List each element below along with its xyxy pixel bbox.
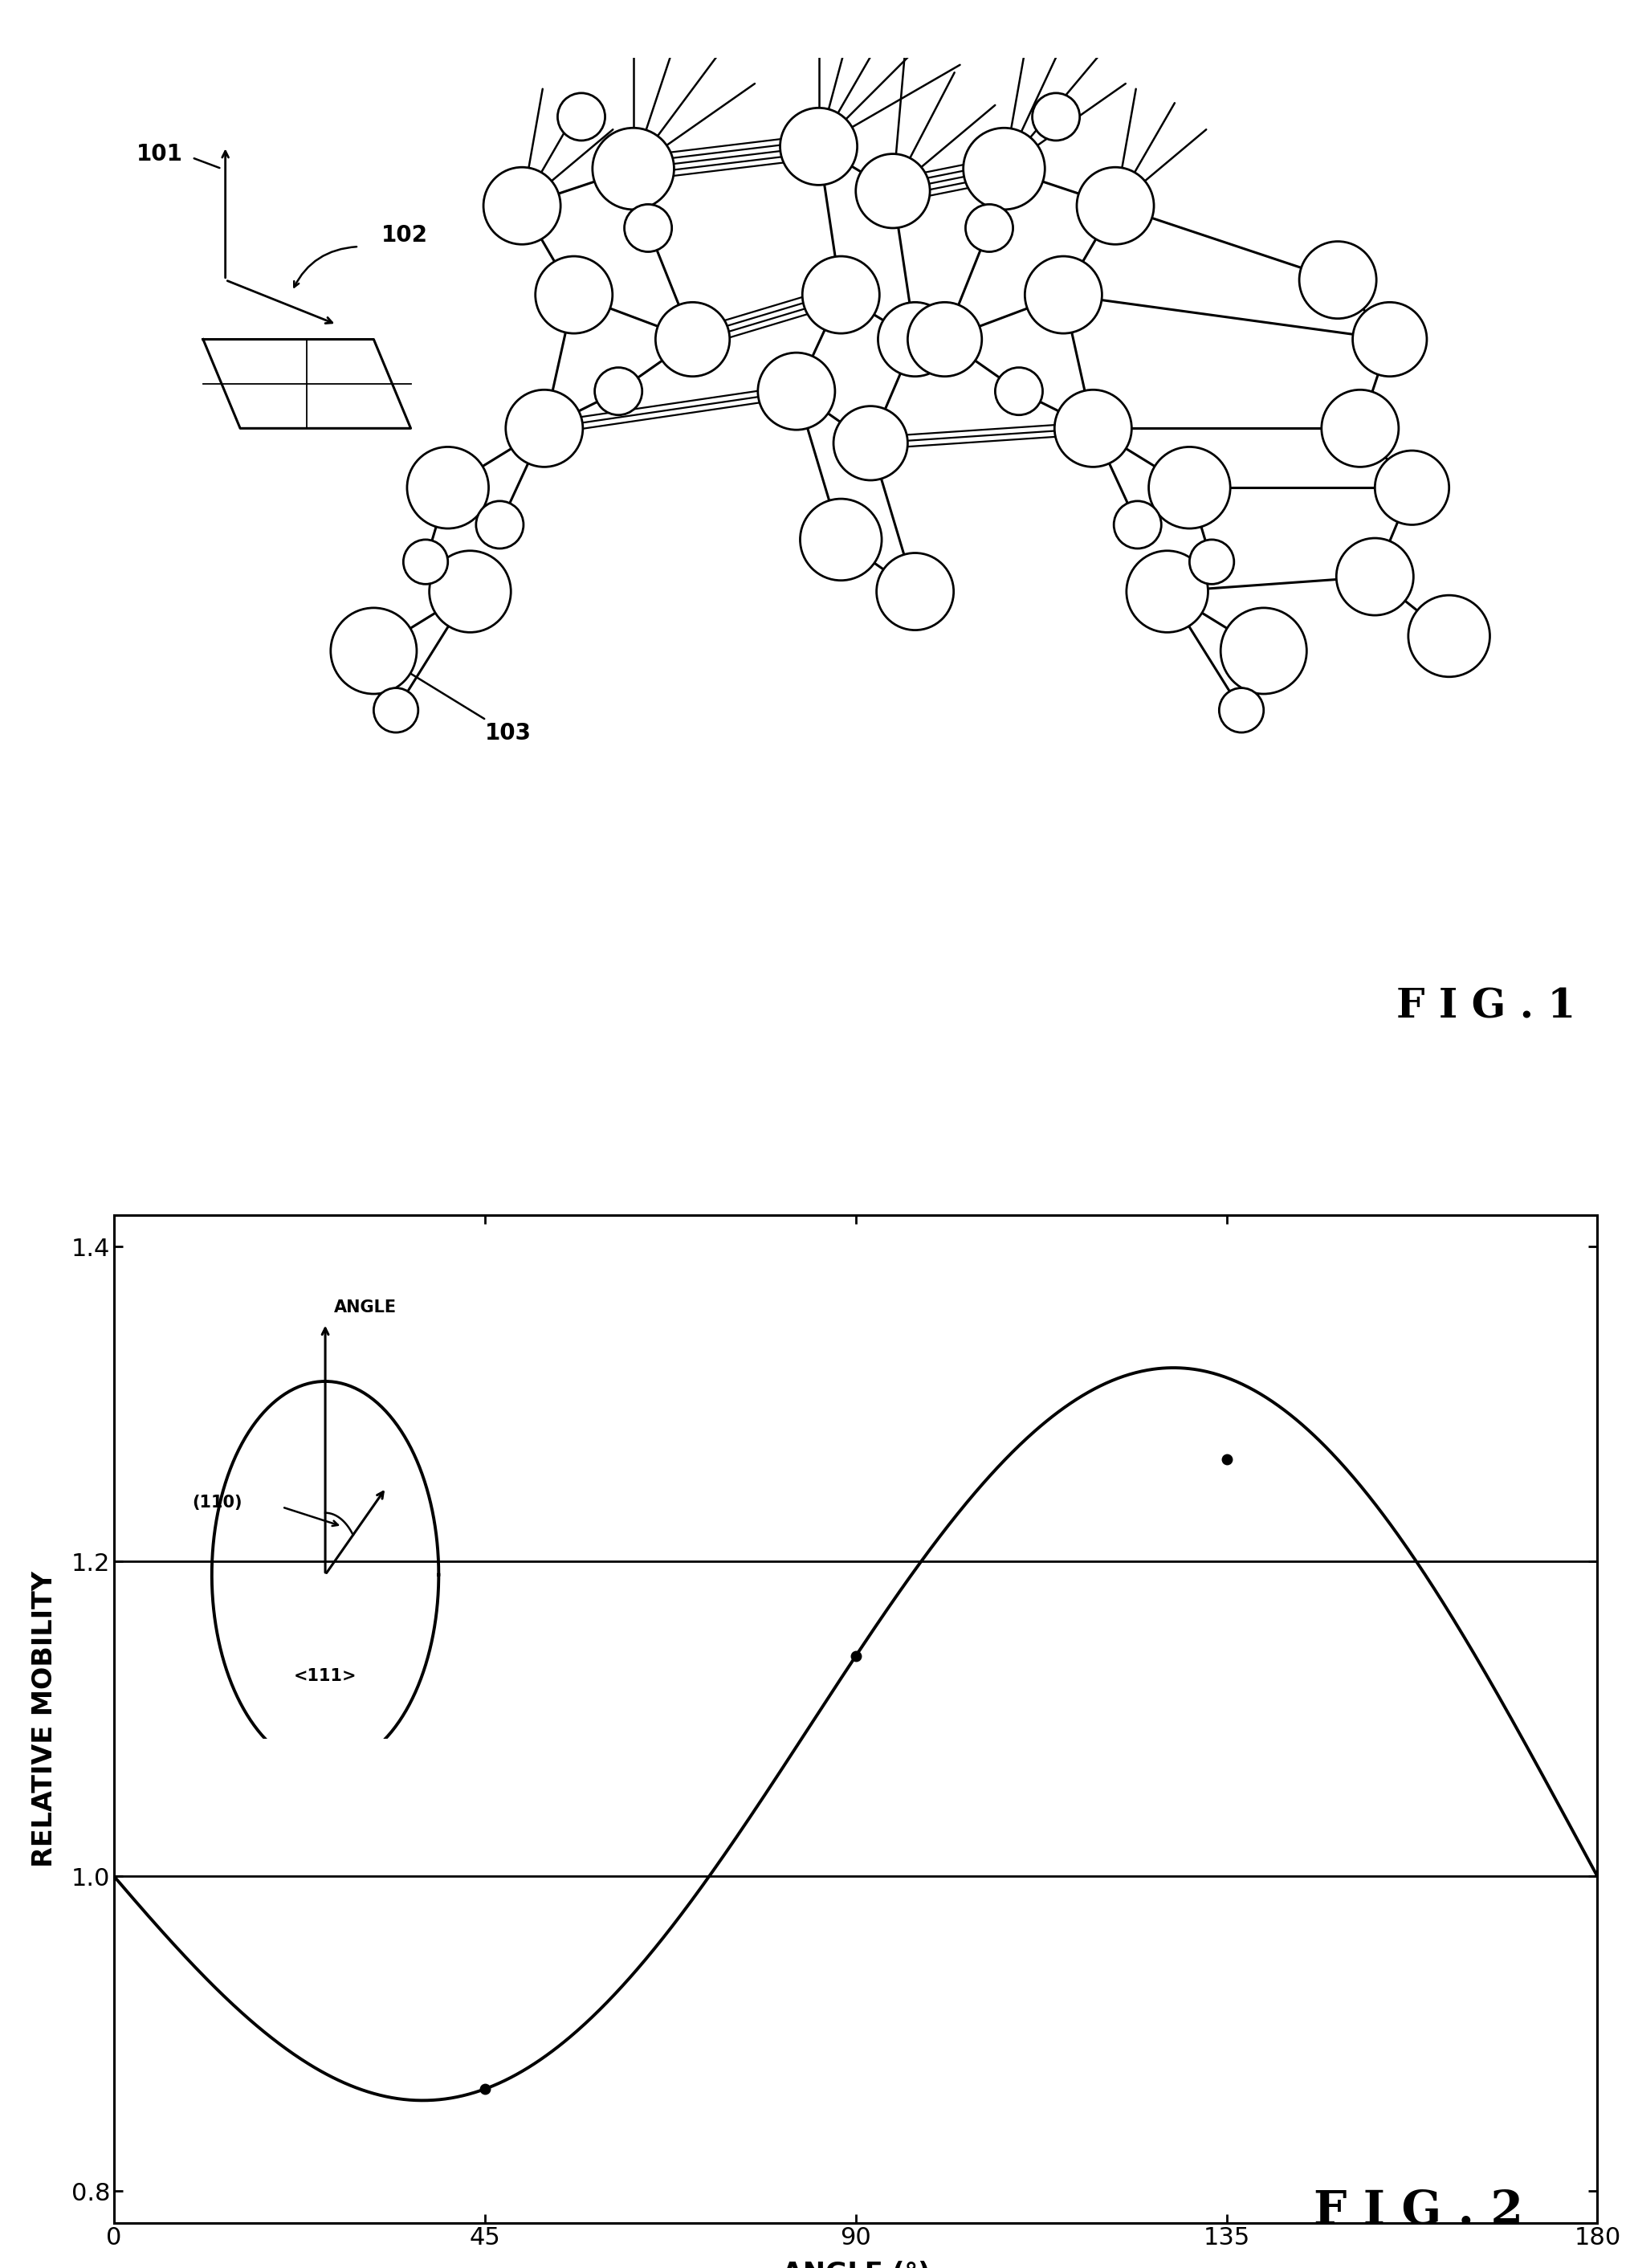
Circle shape xyxy=(856,154,929,229)
Circle shape xyxy=(1337,538,1413,615)
Text: 103: 103 xyxy=(378,653,531,744)
Circle shape xyxy=(963,127,1045,209)
Circle shape xyxy=(373,687,419,733)
Circle shape xyxy=(1322,390,1399,467)
Text: F I G . 2: F I G . 2 xyxy=(1314,2189,1522,2234)
Circle shape xyxy=(1077,168,1154,245)
Circle shape xyxy=(408,447,489,528)
Circle shape xyxy=(1221,608,1307,694)
Circle shape xyxy=(1353,302,1426,376)
Circle shape xyxy=(1149,447,1231,528)
Circle shape xyxy=(595,367,642,415)
X-axis label: ANGLE (°): ANGLE (°) xyxy=(782,2261,929,2268)
Circle shape xyxy=(800,499,882,581)
Circle shape xyxy=(1025,256,1102,333)
Circle shape xyxy=(592,127,675,209)
Circle shape xyxy=(655,302,730,376)
Circle shape xyxy=(781,109,857,186)
Circle shape xyxy=(535,256,613,333)
Circle shape xyxy=(802,256,880,333)
Circle shape xyxy=(331,608,417,694)
Circle shape xyxy=(429,551,510,633)
Circle shape xyxy=(1408,594,1490,676)
Circle shape xyxy=(505,390,584,467)
Circle shape xyxy=(1126,551,1208,633)
Circle shape xyxy=(476,501,523,549)
Circle shape xyxy=(484,168,561,245)
Circle shape xyxy=(1032,93,1079,141)
Text: 101: 101 xyxy=(137,143,183,166)
Text: F I G . 1: F I G . 1 xyxy=(1397,987,1576,1027)
Text: 102: 102 xyxy=(381,225,427,247)
Circle shape xyxy=(758,354,835,431)
Circle shape xyxy=(1113,501,1161,549)
Circle shape xyxy=(1055,390,1131,467)
Circle shape xyxy=(908,302,981,376)
Circle shape xyxy=(1299,240,1376,318)
Y-axis label: RELATIVE MOBILITY: RELATIVE MOBILITY xyxy=(31,1572,59,1867)
Circle shape xyxy=(879,302,952,376)
Circle shape xyxy=(833,406,908,481)
Circle shape xyxy=(1374,451,1449,524)
Circle shape xyxy=(403,540,448,585)
Circle shape xyxy=(1219,687,1263,733)
Circle shape xyxy=(877,553,954,631)
Circle shape xyxy=(624,204,672,252)
Circle shape xyxy=(1190,540,1234,585)
Circle shape xyxy=(996,367,1043,415)
Circle shape xyxy=(965,204,1012,252)
Circle shape xyxy=(557,93,605,141)
